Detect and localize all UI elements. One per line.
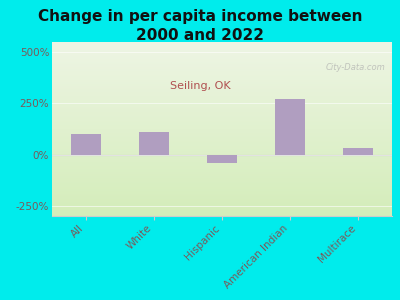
Bar bbox=[343, 148, 373, 154]
Bar bbox=[71, 134, 101, 154]
Bar bbox=[275, 99, 305, 154]
Bar bbox=[207, 154, 237, 163]
Text: Change in per capita income between
2000 and 2022: Change in per capita income between 2000… bbox=[38, 9, 362, 43]
Text: Seiling, OK: Seiling, OK bbox=[170, 81, 230, 91]
Text: City-Data.com: City-Data.com bbox=[326, 63, 385, 72]
Bar bbox=[139, 132, 169, 154]
